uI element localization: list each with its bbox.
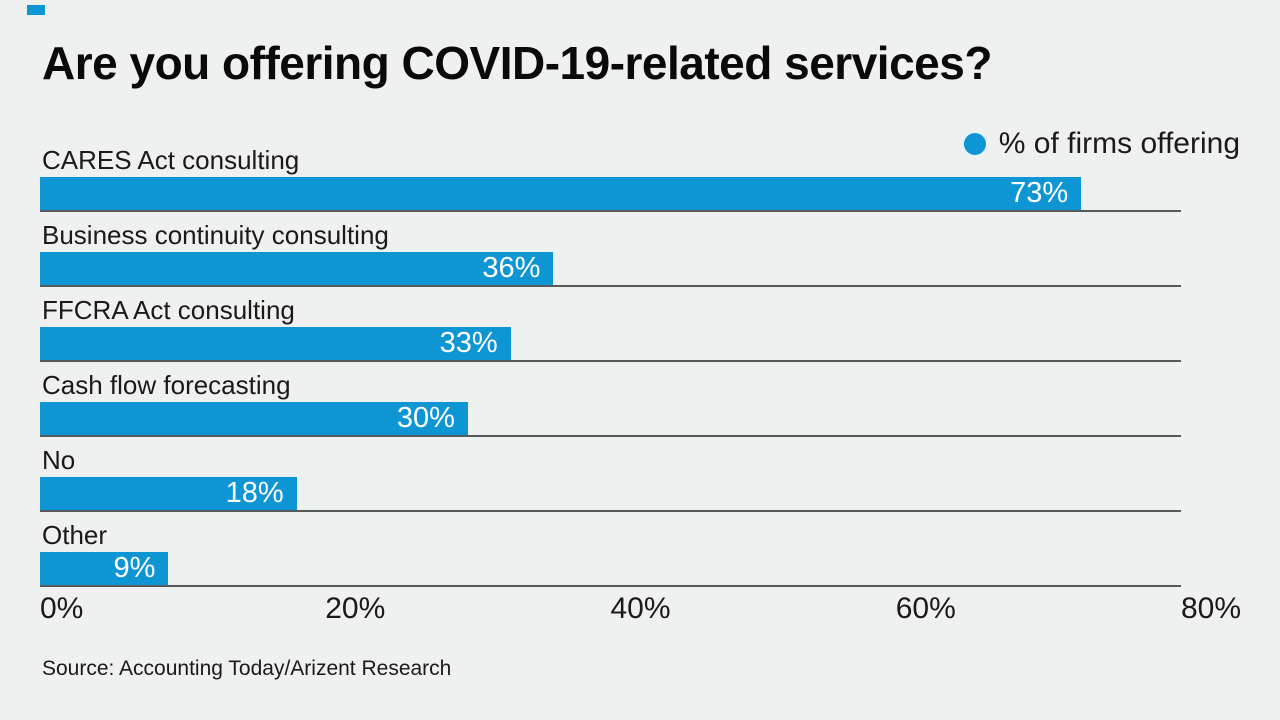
bar-row-cares-act: CARES Act consulting 73%: [40, 145, 1181, 212]
bar-value-label: 36%: [482, 252, 541, 284]
row-separator: [40, 360, 1181, 362]
x-axis-tick: 40%: [610, 592, 671, 625]
bar-row-no: No 18%: [40, 445, 1181, 512]
bar-chart: CARES Act consulting 73% Business contin…: [40, 145, 1181, 595]
legend-dot-icon: [963, 133, 986, 155]
row-separator: [40, 210, 1181, 212]
x-axis-tick: 20%: [325, 592, 386, 625]
category-label: Other: [42, 520, 108, 550]
row-separator: [40, 585, 1181, 587]
bar-row-business-continuity: Business continuity consulting 36%: [40, 220, 1181, 287]
bar: 73%: [40, 177, 1082, 210]
bar-track: 36%: [40, 252, 1181, 285]
bar-row-other: Other 9%: [40, 520, 1181, 587]
category-label: CARES Act consulting: [42, 145, 300, 175]
source-attribution: Source: Accounting Today/Arizent Researc…: [42, 657, 452, 680]
chart-legend: % of firms offering: [963, 127, 1240, 161]
legend-label: % of firms offering: [998, 127, 1240, 160]
chart-title: Are you offering COVID-19-related servic…: [42, 37, 992, 89]
x-axis-tick: 60%: [895, 592, 956, 625]
bar: 18%: [40, 477, 297, 510]
bar-row-cash-flow: Cash flow forecasting 30%: [40, 370, 1181, 437]
bar-value-label: 30%: [396, 402, 455, 434]
bar-track: 18%: [40, 477, 1181, 510]
x-axis: 0% 20% 40% 60% 80%: [40, 592, 1241, 628]
bar-value-label: 33%: [439, 327, 498, 359]
bar: 30%: [40, 402, 468, 435]
row-separator: [40, 285, 1181, 287]
bar: 9%: [40, 552, 169, 585]
brand-mark-blue-square: [27, 5, 45, 15]
bar-track: 33%: [40, 327, 1181, 360]
bar-row-ffcra-act: FFCRA Act consulting 33%: [40, 295, 1181, 362]
row-separator: [40, 435, 1181, 437]
x-axis-tick: 0%: [40, 592, 84, 625]
bar-value-label: 9%: [113, 552, 156, 584]
bar: 33%: [40, 327, 511, 360]
bar: 36%: [40, 252, 554, 285]
row-separator: [40, 510, 1181, 512]
bar-track: 73%: [40, 177, 1181, 210]
category-label: FFCRA Act consulting: [42, 295, 295, 325]
bar-value-label: 18%: [225, 477, 284, 509]
bar-track: 9%: [40, 552, 1181, 585]
category-label: Business continuity consulting: [42, 220, 389, 250]
bar-value-label: 73%: [1010, 177, 1069, 209]
bar-track: 30%: [40, 402, 1181, 435]
category-label: No: [42, 445, 76, 475]
x-axis-tick: 80%: [1181, 592, 1242, 625]
category-label: Cash flow forecasting: [42, 370, 291, 400]
